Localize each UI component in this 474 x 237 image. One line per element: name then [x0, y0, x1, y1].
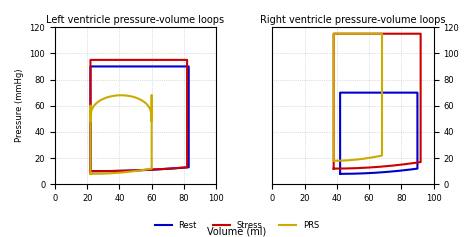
Legend: Rest, Stress, PRS: Rest, Stress, PRS — [152, 217, 322, 233]
Y-axis label: Pressure (mmHg): Pressure (mmHg) — [15, 69, 24, 142]
Title: Right ventricle pressure-volume loops: Right ventricle pressure-volume loops — [260, 15, 446, 25]
Text: Volume (ml): Volume (ml) — [207, 227, 266, 237]
Title: Left ventricle pressure-volume loops: Left ventricle pressure-volume loops — [46, 15, 225, 25]
